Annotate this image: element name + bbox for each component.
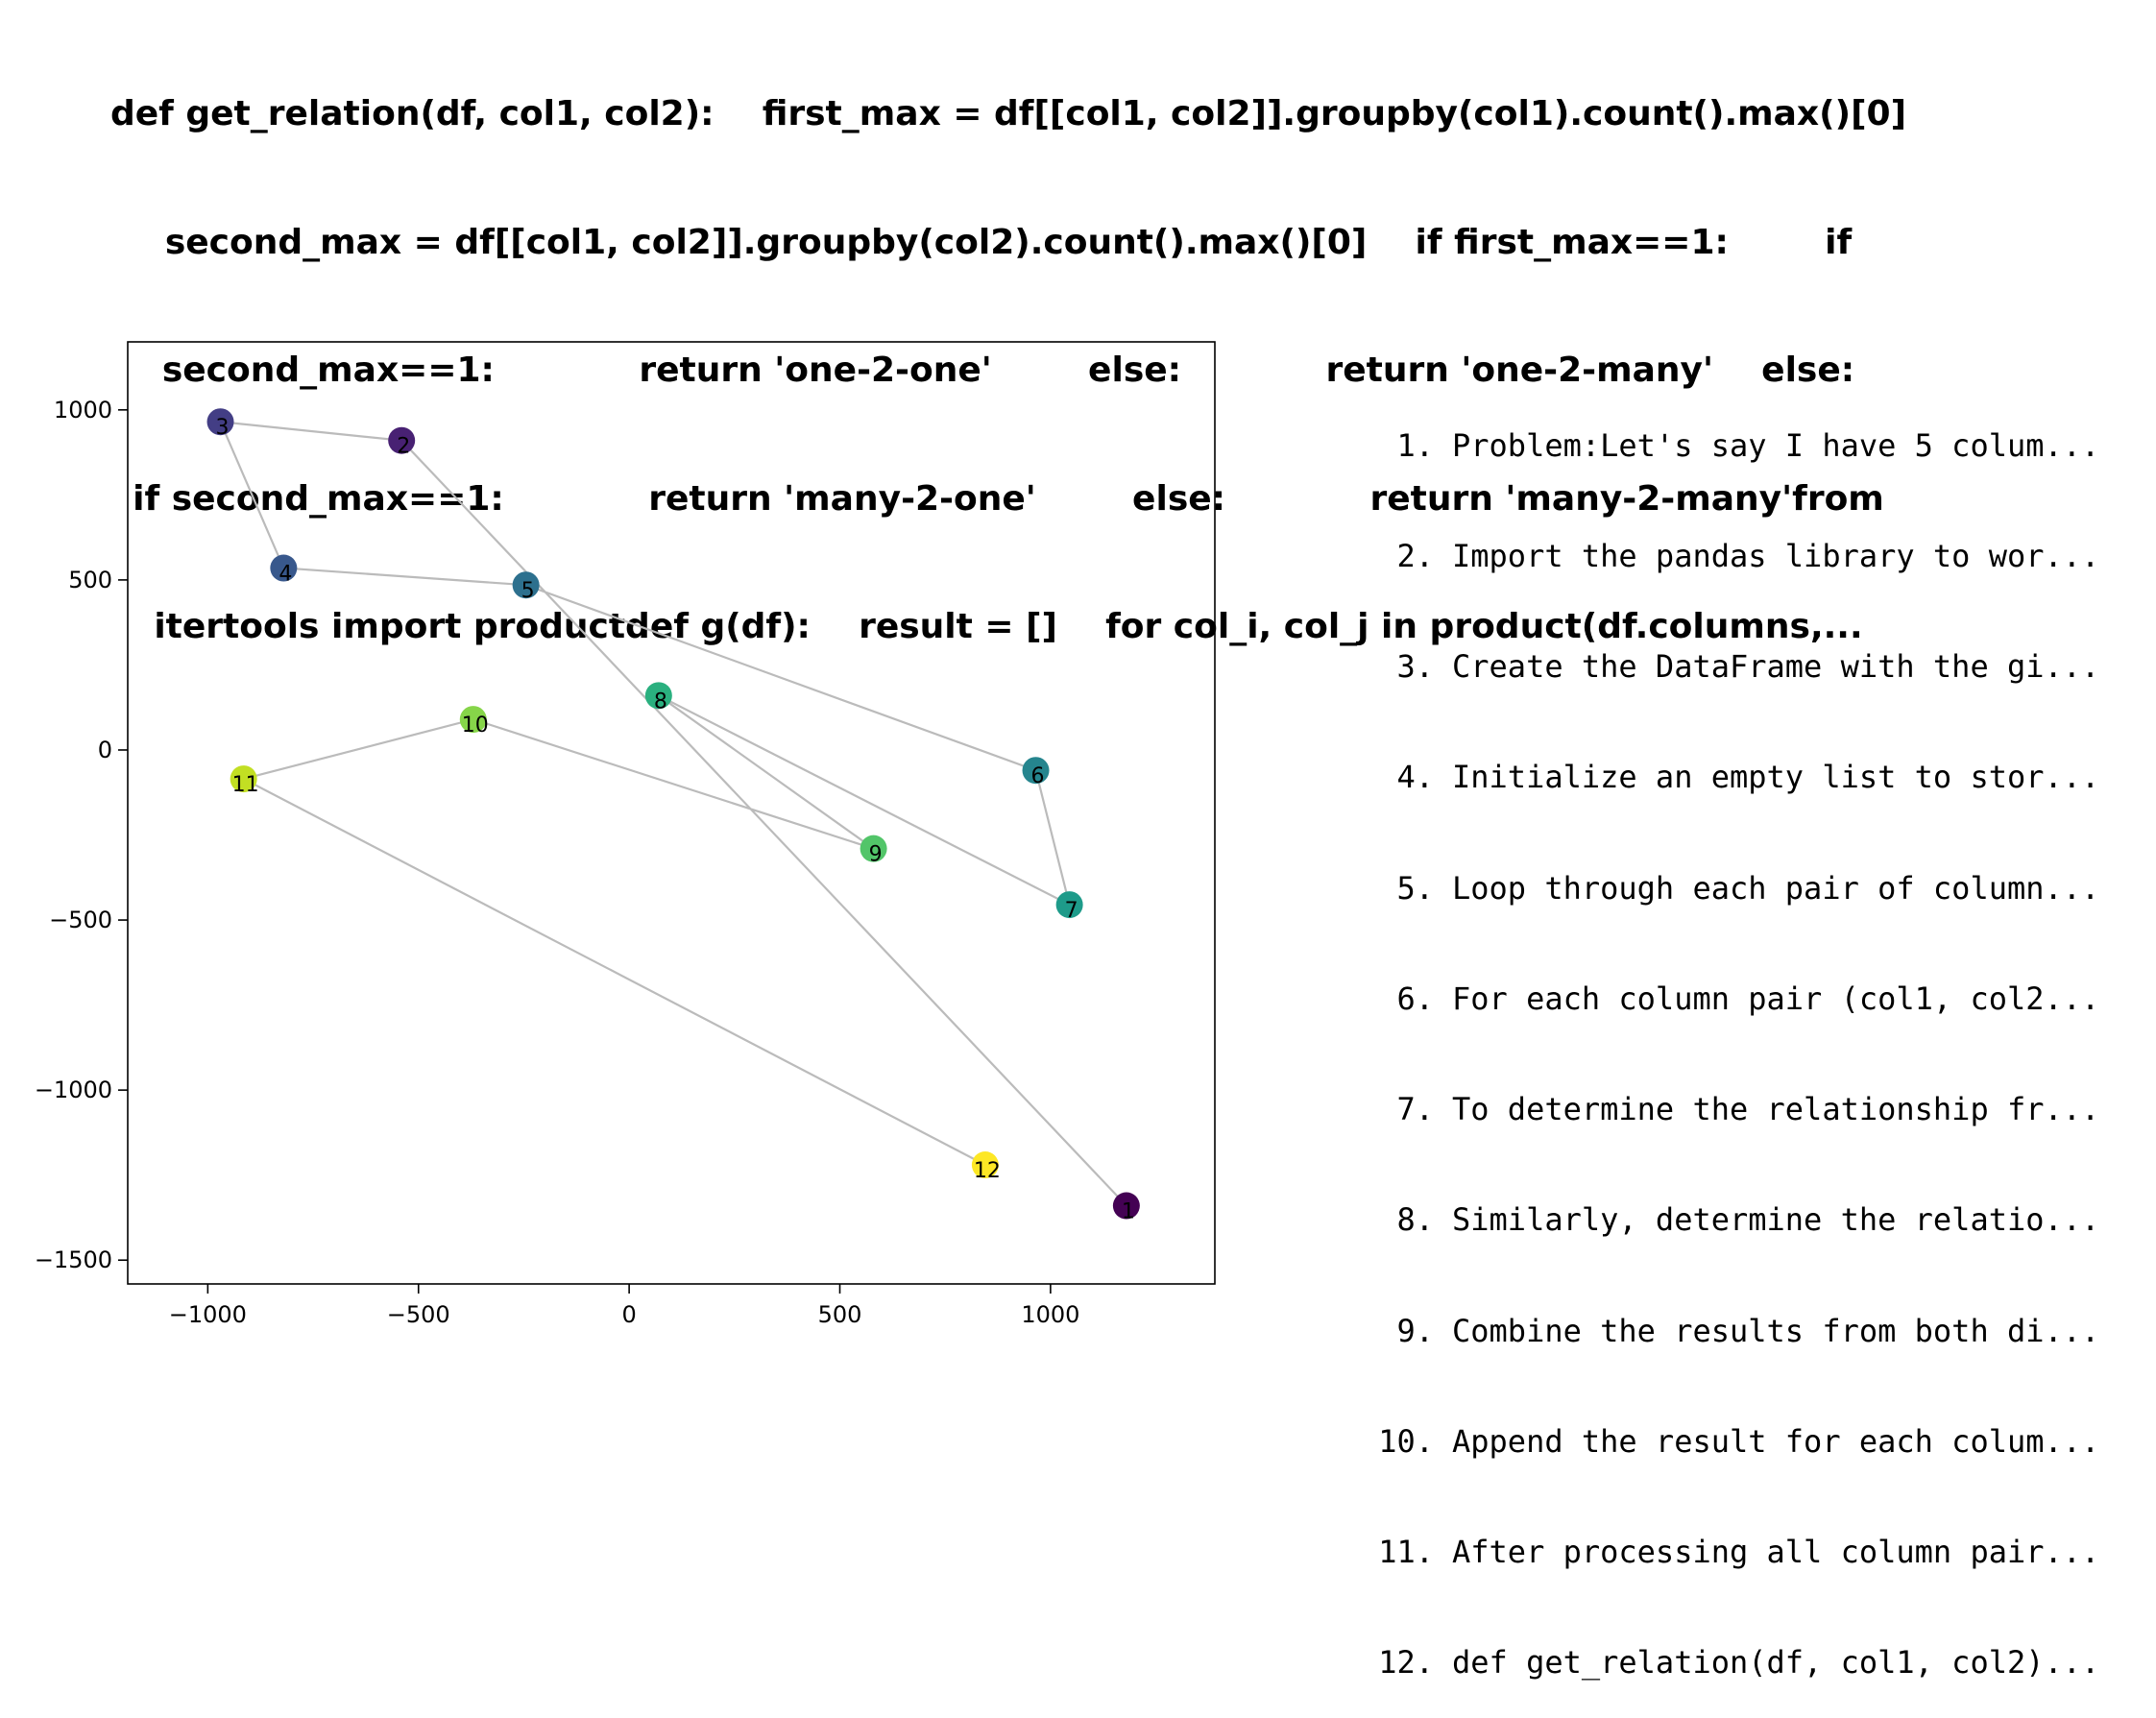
y-axis: 1000 500 0 −500 −1000 −1500	[35, 397, 128, 1273]
data-point	[860, 835, 887, 862]
data-point	[459, 706, 487, 734]
step-number: 3.	[1396, 648, 1434, 686]
data-point	[644, 682, 672, 710]
point-label: 9	[869, 843, 883, 867]
data-point	[270, 554, 298, 582]
x-tick-label: −500	[387, 1301, 450, 1328]
y-tick-label: −1000	[35, 1077, 112, 1103]
step-item: 6. For each column pair (col1, col2...	[1349, 980, 2099, 1017]
step-number: 2.	[1396, 538, 1434, 575]
data-point	[512, 571, 540, 599]
connecting-line	[218, 420, 1127, 1207]
step-text: Initialize an empty list to stor...	[1452, 759, 2100, 796]
step-number: 8.	[1396, 1201, 1434, 1239]
data-point	[1112, 1192, 1140, 1220]
y-tick-label: 0	[98, 737, 112, 763]
point-label: 11	[232, 773, 259, 797]
step-number: 11.	[1378, 1534, 1434, 1570]
point-label: 7	[1065, 899, 1078, 923]
step-number: 12.	[1378, 1644, 1434, 1682]
title-line: itertools import productdef g(df): resul…	[154, 607, 1863, 646]
step-text: Loop through each pair of column...	[1452, 869, 2100, 907]
step-item: 10. Append the result for each colum...	[1349, 1423, 2099, 1460]
step-number: 7.	[1396, 1091, 1434, 1128]
connecting-lines	[218, 420, 1127, 1207]
steps-list: 1. Problem:Let's say I have 5 colum... 2.…	[1349, 353, 2099, 1718]
step-number: 10.	[1378, 1422, 1434, 1460]
data-point	[206, 408, 234, 436]
title-line: second_max==1: return 'one-2-one' else: …	[161, 351, 1855, 390]
step-text: Create the DataFrame with the gi...	[1452, 648, 2100, 686]
step-number: 6.	[1396, 980, 1434, 1017]
step-item: 4. Initialize an empty list to stor...	[1349, 759, 2099, 795]
step-text: After processing all column pair...	[1452, 1534, 2100, 1570]
point-label: 5	[521, 579, 535, 603]
step-item: 12. def get_relation(df, col1, col2)...	[1349, 1644, 2099, 1681]
point-label: 1	[1122, 1200, 1135, 1224]
step-item: 1. Problem:Let's say I have 5 colum...	[1349, 427, 2099, 464]
data-points	[206, 408, 1140, 1220]
data-point	[971, 1151, 999, 1179]
step-text: Combine the results from both di...	[1452, 1312, 2100, 1349]
step-text: To determine the relationship fr...	[1452, 1091, 2100, 1128]
step-item: 8. Similarly, determine the relatio...	[1349, 1201, 2099, 1238]
x-axis: −1000 −500 0 500 1000	[169, 1284, 1079, 1328]
x-tick-label: 500	[818, 1301, 862, 1328]
step-number: 9.	[1396, 1312, 1434, 1349]
plot-frame	[127, 341, 1216, 1285]
data-point	[1022, 757, 1050, 785]
x-tick-label: 0	[621, 1301, 636, 1328]
step-item: 5. Loop through each pair of column...	[1349, 870, 2099, 907]
title-line: if second_max==1: return 'many-2-one' el…	[133, 478, 1884, 519]
point-label: 10	[462, 714, 489, 738]
step-text: For each column pair (col1, col2...	[1452, 980, 2100, 1017]
title-line: def get_relation(df, col1, col2): first_…	[109, 94, 1907, 133]
step-item: 11. After processing all column pair...	[1349, 1534, 2099, 1570]
data-point	[1055, 891, 1083, 919]
step-item: 2. Import the pandas library to wor...	[1349, 538, 2099, 574]
step-text: Similarly, determine the relatio...	[1452, 1201, 2100, 1239]
step-number: 4.	[1396, 759, 1434, 796]
step-text: Import the pandas library to wor...	[1452, 538, 2100, 575]
step-item: 7. To determine the relationship fr...	[1349, 1091, 2099, 1127]
step-text: Problem:Let's say I have 5 colum...	[1452, 426, 2100, 464]
step-number: 1.	[1396, 426, 1434, 464]
x-tick-label: −1000	[169, 1301, 247, 1328]
point-label: 12	[974, 1159, 1001, 1183]
data-point	[388, 426, 416, 454]
step-text: def get_relation(df, col1, col2)...	[1452, 1644, 2100, 1682]
point-label: 3	[216, 416, 230, 440]
y-tick-label: 1000	[54, 397, 112, 423]
data-point	[230, 765, 257, 793]
point-label: 6	[1031, 764, 1045, 788]
step-item: 3. Create the DataFrame with the gi...	[1349, 648, 2099, 685]
point-label: 8	[654, 690, 667, 714]
x-tick-label: 1000	[1021, 1301, 1079, 1328]
title-line: second_max = df[[col1, col2]].groupby(co…	[164, 222, 1853, 262]
step-item: 9. Combine the results from both di...	[1349, 1313, 2099, 1349]
y-tick-label: −500	[49, 907, 112, 933]
y-tick-label: −1500	[35, 1246, 112, 1273]
point-label: 4	[279, 563, 292, 587]
point-label: 2	[397, 435, 410, 459]
chart-title: def get_relation(df, col1, col2): first_…	[0, 8, 2017, 691]
y-tick-label: 500	[68, 567, 112, 593]
step-text: Append the result for each colum...	[1452, 1422, 2100, 1460]
step-number: 5.	[1396, 869, 1434, 907]
